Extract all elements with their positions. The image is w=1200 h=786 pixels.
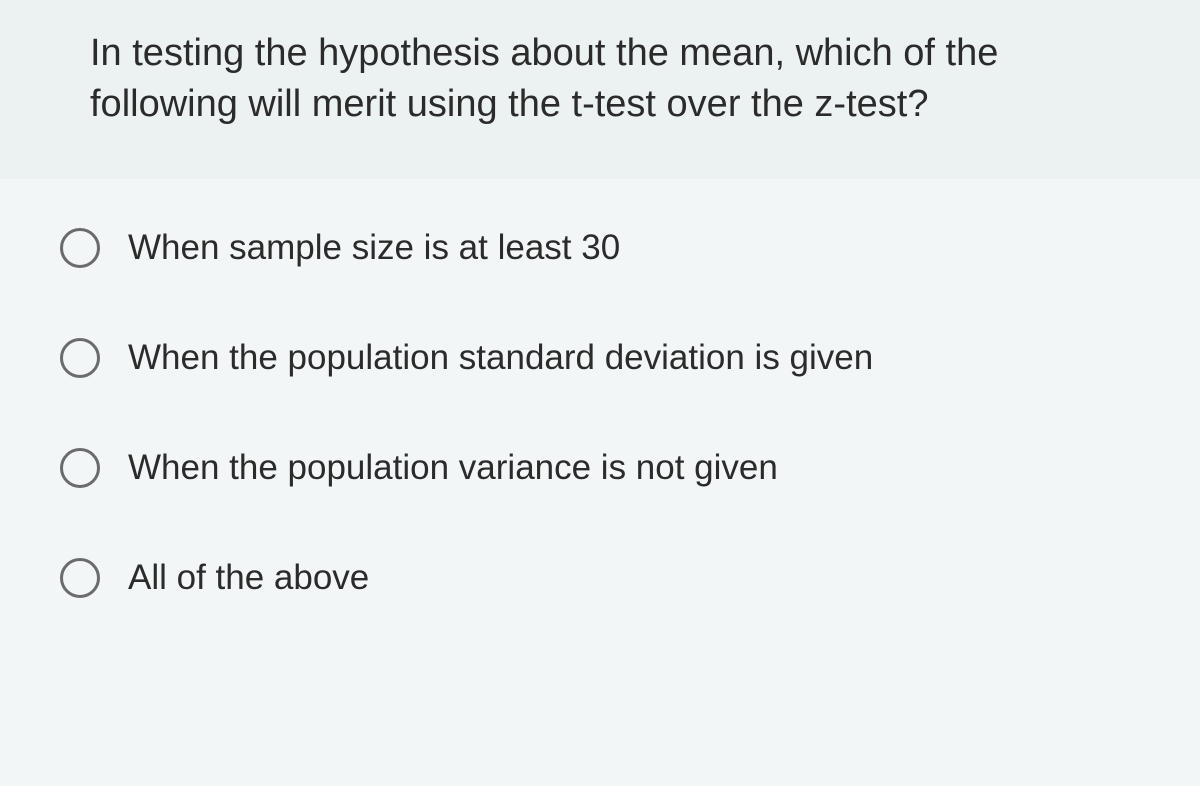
- option-row[interactable]: When the population variance is not give…: [60, 447, 1140, 489]
- question-box: In testing the hypothesis about the mean…: [0, 0, 1200, 179]
- radio-button[interactable]: [60, 448, 100, 488]
- option-label: All of the above: [128, 557, 369, 599]
- radio-button[interactable]: [60, 338, 100, 378]
- option-row[interactable]: All of the above: [60, 557, 1140, 599]
- option-label: When sample size is at least 30: [128, 227, 620, 269]
- option-row[interactable]: When sample size is at least 30: [60, 227, 1140, 269]
- option-label: When the population standard deviation i…: [128, 337, 873, 379]
- options-list: When sample size is at least 30 When the…: [0, 179, 1200, 687]
- option-label: When the population variance is not give…: [128, 447, 778, 489]
- question-text: In testing the hypothesis about the mean…: [90, 28, 1110, 131]
- quiz-container: In testing the hypothesis about the mean…: [0, 0, 1200, 687]
- option-row[interactable]: When the population standard deviation i…: [60, 337, 1140, 379]
- radio-button[interactable]: [60, 558, 100, 598]
- radio-button[interactable]: [60, 228, 100, 268]
